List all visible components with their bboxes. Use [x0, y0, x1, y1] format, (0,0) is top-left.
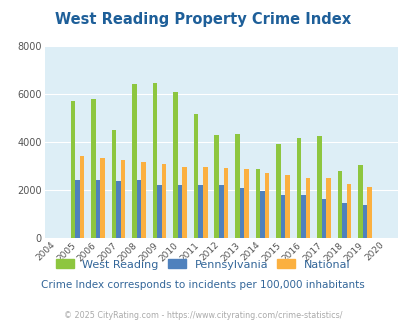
Bar	[284, 176, 289, 238]
Text: © 2025 CityRating.com - https://www.cityrating.com/crime-statistics/: © 2025 CityRating.com - https://www.city…	[64, 311, 341, 320]
Bar	[325, 178, 330, 238]
Bar	[111, 130, 116, 238]
Bar	[141, 161, 145, 238]
Bar	[194, 115, 198, 238]
Bar	[79, 156, 84, 238]
Text: West Reading Property Crime Index: West Reading Property Crime Index	[55, 12, 350, 27]
Bar	[255, 169, 260, 238]
Bar	[296, 138, 301, 238]
Bar	[243, 169, 248, 238]
Bar	[239, 187, 243, 238]
Bar	[275, 144, 280, 238]
Bar	[301, 195, 305, 238]
Legend: West Reading, Pennsylvania, National: West Reading, Pennsylvania, National	[51, 255, 354, 274]
Bar	[305, 178, 309, 238]
Bar	[177, 185, 182, 238]
Bar	[367, 187, 371, 238]
Bar	[341, 203, 346, 238]
Bar	[157, 185, 162, 238]
Bar	[173, 92, 177, 238]
Bar	[96, 180, 100, 238]
Bar	[153, 83, 157, 238]
Bar	[121, 160, 125, 238]
Bar	[223, 168, 228, 238]
Bar	[100, 158, 104, 238]
Bar	[346, 184, 350, 238]
Text: Crime Index corresponds to incidents per 100,000 inhabitants: Crime Index corresponds to incidents per…	[41, 280, 364, 290]
Bar	[136, 180, 141, 238]
Bar	[214, 135, 218, 238]
Bar	[316, 136, 321, 238]
Bar	[264, 173, 269, 238]
Bar	[362, 205, 367, 238]
Bar	[234, 134, 239, 238]
Bar	[70, 101, 75, 238]
Bar	[321, 199, 325, 238]
Bar	[202, 167, 207, 238]
Bar	[75, 180, 79, 238]
Bar	[337, 171, 341, 238]
Bar	[280, 194, 284, 238]
Bar	[218, 185, 223, 238]
Bar	[91, 99, 96, 238]
Bar	[182, 167, 187, 238]
Bar	[357, 165, 362, 238]
Bar	[116, 181, 121, 238]
Bar	[198, 185, 202, 238]
Bar	[132, 84, 136, 238]
Bar	[260, 191, 264, 238]
Bar	[162, 164, 166, 238]
